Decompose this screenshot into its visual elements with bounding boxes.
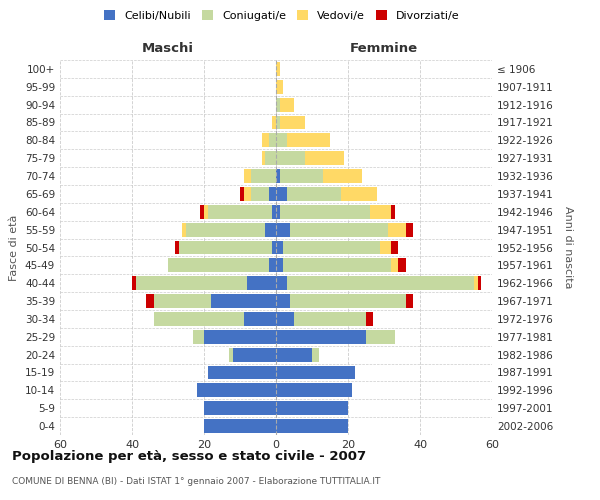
Bar [272, 205, 276, 219]
Bar [366, 312, 373, 326]
Bar [186, 222, 265, 236]
Bar [208, 366, 276, 380]
Bar [398, 258, 406, 272]
Bar [244, 312, 276, 326]
Legend: Celibi/Nubili, Coniugati/e, Vedovi/e, Divorziati/e: Celibi/Nubili, Coniugati/e, Vedovi/e, Di… [102, 8, 462, 23]
Bar [200, 205, 204, 219]
Bar [262, 151, 265, 165]
Bar [290, 222, 388, 236]
Bar [204, 330, 276, 344]
Bar [388, 222, 406, 236]
Bar [276, 151, 305, 165]
Bar [229, 348, 233, 362]
Bar [269, 187, 276, 201]
Bar [406, 294, 413, 308]
Bar [276, 401, 348, 415]
Bar [262, 134, 269, 147]
Bar [366, 330, 395, 344]
Bar [154, 294, 211, 308]
Bar [146, 294, 154, 308]
Bar [276, 80, 283, 94]
Bar [287, 134, 330, 147]
Bar [136, 276, 247, 290]
Bar [244, 187, 251, 201]
Bar [305, 151, 344, 165]
Y-axis label: Fasce di età: Fasce di età [10, 214, 19, 280]
Bar [287, 187, 341, 201]
Bar [276, 116, 280, 130]
Bar [276, 276, 287, 290]
Bar [276, 62, 280, 76]
Bar [276, 312, 294, 326]
Bar [294, 312, 366, 326]
Bar [478, 276, 481, 290]
Bar [380, 240, 391, 254]
Bar [197, 384, 276, 398]
Bar [276, 222, 290, 236]
Bar [265, 222, 276, 236]
Bar [154, 312, 244, 326]
Bar [276, 240, 283, 254]
Bar [341, 187, 377, 201]
Bar [251, 169, 276, 183]
Bar [251, 187, 269, 201]
Bar [276, 419, 348, 433]
Bar [391, 240, 398, 254]
Bar [208, 205, 272, 219]
Bar [182, 222, 186, 236]
Bar [240, 187, 244, 201]
Bar [276, 205, 280, 219]
Bar [276, 294, 290, 308]
Bar [233, 348, 276, 362]
Bar [323, 169, 362, 183]
Bar [244, 169, 251, 183]
Bar [276, 348, 312, 362]
Bar [193, 330, 204, 344]
Bar [276, 330, 366, 344]
Bar [204, 419, 276, 433]
Bar [276, 187, 287, 201]
Bar [280, 98, 294, 112]
Bar [391, 205, 395, 219]
Bar [168, 258, 269, 272]
Bar [247, 276, 276, 290]
Bar [276, 258, 283, 272]
Bar [276, 366, 355, 380]
Text: Maschi: Maschi [142, 42, 194, 54]
Bar [276, 134, 287, 147]
Text: Popolazione per età, sesso e stato civile - 2007: Popolazione per età, sesso e stato civil… [12, 450, 366, 463]
Bar [269, 258, 276, 272]
Bar [290, 294, 406, 308]
Bar [204, 401, 276, 415]
Bar [276, 169, 280, 183]
Text: Femmine: Femmine [350, 42, 418, 54]
Bar [276, 98, 280, 112]
Bar [269, 134, 276, 147]
Bar [272, 116, 276, 130]
Bar [175, 240, 179, 254]
Bar [370, 205, 391, 219]
Bar [391, 258, 398, 272]
Bar [287, 276, 474, 290]
Bar [265, 151, 276, 165]
Bar [272, 240, 276, 254]
Bar [179, 240, 272, 254]
Bar [204, 205, 208, 219]
Y-axis label: Anni di nascita: Anni di nascita [563, 206, 573, 289]
Bar [474, 276, 478, 290]
Bar [280, 205, 370, 219]
Bar [211, 294, 276, 308]
Bar [132, 276, 136, 290]
Bar [280, 169, 323, 183]
Bar [312, 348, 319, 362]
Bar [406, 222, 413, 236]
Text: COMUNE DI BENNA (BI) - Dati ISTAT 1° gennaio 2007 - Elaborazione TUTTITALIA.IT: COMUNE DI BENNA (BI) - Dati ISTAT 1° gen… [12, 478, 380, 486]
Bar [283, 258, 391, 272]
Bar [276, 384, 352, 398]
Bar [283, 240, 380, 254]
Bar [280, 116, 305, 130]
